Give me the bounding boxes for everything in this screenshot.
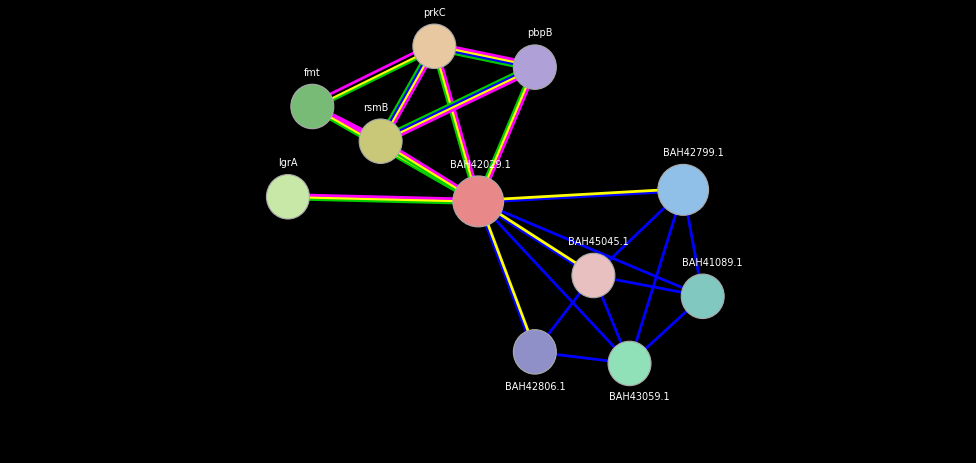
Text: rsmB: rsmB — [363, 102, 388, 113]
Text: fmt: fmt — [304, 68, 321, 78]
Ellipse shape — [291, 84, 334, 129]
Ellipse shape — [266, 175, 309, 219]
Text: BAH45045.1: BAH45045.1 — [568, 237, 629, 247]
Text: BAH42029.1: BAH42029.1 — [450, 160, 510, 170]
Text: pbpB: pbpB — [527, 28, 552, 38]
Ellipse shape — [413, 24, 456, 69]
Text: BAH42799.1: BAH42799.1 — [663, 148, 723, 158]
Text: BAH41089.1: BAH41089.1 — [682, 257, 743, 268]
Ellipse shape — [572, 253, 615, 298]
Text: BAH42806.1: BAH42806.1 — [505, 382, 565, 392]
Ellipse shape — [359, 119, 402, 163]
Text: lgrA: lgrA — [278, 158, 298, 168]
Ellipse shape — [513, 330, 556, 374]
Text: prkC: prkC — [423, 7, 446, 18]
Ellipse shape — [513, 45, 556, 89]
Ellipse shape — [658, 164, 709, 215]
Ellipse shape — [608, 341, 651, 386]
Ellipse shape — [681, 274, 724, 319]
Ellipse shape — [453, 176, 504, 227]
Text: BAH43059.1: BAH43059.1 — [609, 392, 670, 402]
